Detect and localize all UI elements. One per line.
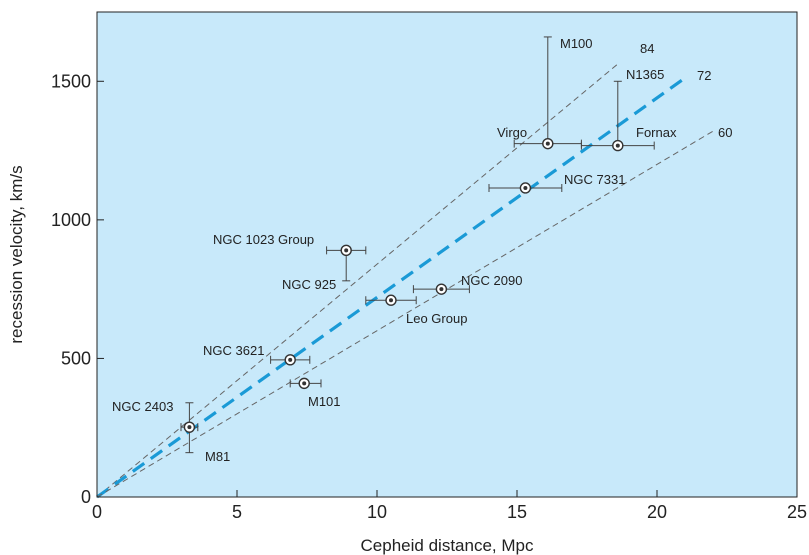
point-label-7: NGC 2090 [461,273,522,288]
point-dot-8 [523,185,528,190]
point-label-2: NGC 3621 [203,343,264,358]
data-points [183,137,624,433]
point-dot-6 [389,298,393,303]
point-dot-4 [344,248,349,253]
point-dot-0 [187,425,192,430]
point-labels: NGC 2403 M81 NGC 3621 M101 NGC 1023 Group NGC… [112,36,677,464]
x-tick-label-0: 0 [92,502,102,522]
x-tick-label-4: 20 [647,502,667,522]
point-label-10: M100 [560,36,593,51]
point-dot-9 [545,141,550,146]
point-dot-3 [302,381,307,386]
line-label-72: 72 [697,68,711,83]
y-tick-label-1: 500 [61,348,91,368]
line-label-84: 84 [640,41,654,56]
y-axis-title: recession velocity, km/s [7,165,26,343]
x-tick-label-1: 5 [232,502,242,522]
x-axis-title: Cepheid distance, Mpc [361,536,534,555]
point-dot-2 [288,357,293,362]
y-tick-label-3: 1500 [51,71,91,91]
point-label-1: M81 [205,449,230,464]
point-label-5: NGC 925 [282,277,336,292]
point-label-12: N1365 [626,67,664,82]
point-label-4: NGC 1023 Group [213,232,314,247]
line-label-60: 60 [718,125,732,140]
point-dot-11 [615,143,620,148]
axes: 0 5 10 15 20 25 0 500 1000 1500 [51,71,807,522]
point-label-8: NGC 7331 [564,172,625,187]
point-label-3: M101 [308,394,341,409]
point-label-9: Virgo [497,125,527,140]
point-label-0: NGC 2403 [112,399,173,414]
plot-area [96,11,798,498]
line-84 [96,63,619,498]
point-dot-7 [439,287,444,292]
y-tick-label-2: 1000 [51,210,91,230]
point-label-11: Fornax [636,125,677,140]
x-tick-label-3: 15 [507,502,527,522]
x-tick-label-5: 25 [787,502,807,522]
point-label-6: Leo Group [406,311,467,326]
x-tick-label-2: 10 [367,502,387,522]
y-tick-label-0: 0 [81,487,91,507]
